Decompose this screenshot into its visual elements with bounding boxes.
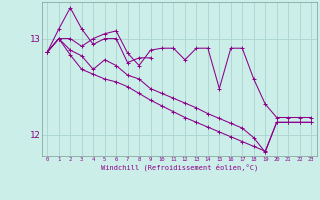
X-axis label: Windchill (Refroidissement éolien,°C): Windchill (Refroidissement éolien,°C): [100, 164, 258, 171]
